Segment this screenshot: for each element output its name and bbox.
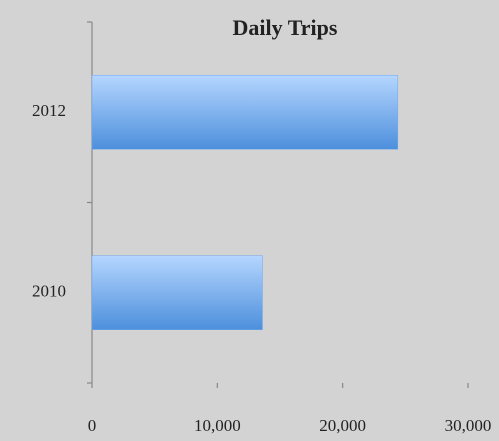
bar — [91, 255, 263, 331]
x-tick-label: 20,000 — [319, 416, 366, 435]
chart-title: Daily Trips — [233, 15, 338, 40]
x-tick-label: 0 — [88, 416, 97, 435]
x-tick-label: 10,000 — [194, 416, 241, 435]
bar — [91, 74, 399, 150]
y-tick-label: 2010 — [32, 282, 66, 301]
x-tick-label: 30,000 — [445, 416, 492, 435]
y-tick-label: 2012 — [32, 101, 66, 120]
